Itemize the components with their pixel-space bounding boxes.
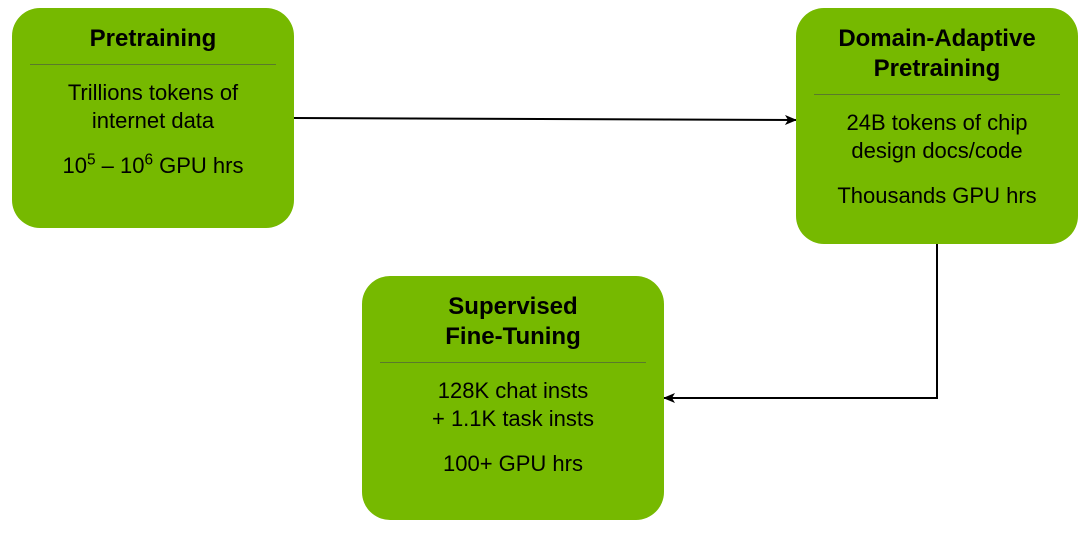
node-dapt-body2: Thousands GPU hrs (814, 182, 1060, 210)
node-pretraining-body1: Trillions tokens ofinternet data (30, 79, 276, 134)
node-pretraining-body2: 105 – 106 GPU hrs (30, 152, 276, 180)
node-pretraining: Pretraining Trillions tokens ofinternet … (12, 8, 294, 228)
edge-dapt_bottom-sft_right_elbow (664, 244, 937, 398)
node-sft-body2: 100+ GPU hrs (380, 450, 646, 478)
node-pretraining-title: Pretraining (30, 24, 276, 65)
diagram-canvas: Pretraining Trillions tokens ofinternet … (0, 0, 1090, 548)
edge-pretraining_right-dapt_left (294, 118, 796, 120)
node-dapt-body1: 24B tokens of chipdesign docs/code (814, 109, 1060, 164)
node-dapt: Domain-AdaptivePretraining 24B tokens of… (796, 8, 1078, 244)
node-dapt-title: Domain-AdaptivePretraining (814, 24, 1060, 95)
node-sft: SupervisedFine-Tuning 128K chat insts+ 1… (362, 276, 664, 520)
node-sft-title: SupervisedFine-Tuning (380, 292, 646, 363)
node-sft-body1: 128K chat insts+ 1.1K task insts (380, 377, 646, 432)
